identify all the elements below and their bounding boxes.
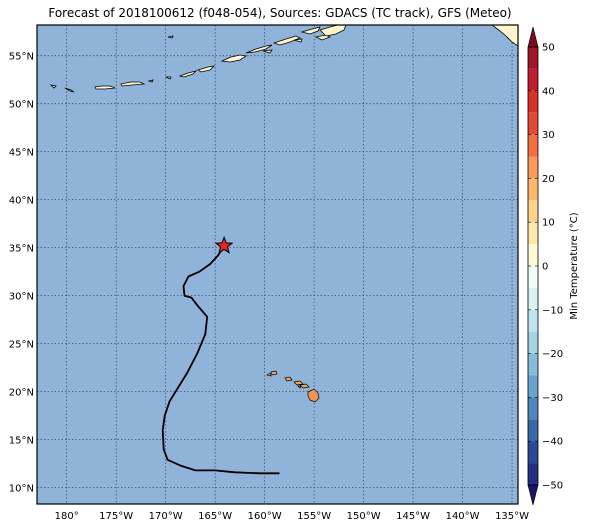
graticule [37,25,518,504]
colorbar-band [528,397,538,420]
lat-tick-label: 40°N [9,196,34,207]
colorbar-band [528,222,538,245]
lon-tick-label: 165°W [198,511,232,522]
lat-tick-label: 45°N [9,148,34,159]
cyclone-track [161,245,280,475]
lon-tick-label: 160°W [248,511,282,522]
lon-tick-label: 175°W [99,511,133,522]
hawaiian-islands [266,370,320,403]
colorbar-band [528,463,538,485]
lat-tick-label: 15°N [9,436,34,447]
colorbar-band [528,287,538,310]
colorbar-band [528,134,538,157]
colorbar-ticks: 50 40 30 20 10 0 −10 −20 −30 −40 −50 [528,43,563,492]
lon-tick-label: 155°W [297,511,331,522]
lat-tick-label: 30°N [9,292,34,303]
chart-title: Forecast of 2018100612 (f048-054), Sourc… [48,6,512,20]
colorbar-band [528,68,538,91]
colorbar-tick-label: −10 [542,305,563,316]
ocean-background [37,25,518,504]
landmasses [49,25,518,403]
aleutian-islands [49,25,347,93]
alaska-landmass [491,25,518,47]
colorbar: 50 40 30 20 10 0 −10 −20 −30 −40 −50 Min Temperatu… [527,26,580,506]
colorbar-extend-top [527,26,539,48]
colorbar-band [528,353,538,376]
lon-tick-label: 180° [55,511,79,522]
colorbar-tick-label: 40 [542,86,555,97]
colorbar-band [528,419,538,442]
colorbar-band [528,200,538,223]
colorbar-extend-bottom [527,484,539,506]
storm-position-star-icon[interactable] [214,235,234,254]
colorbar-band [528,266,538,288]
lat-tick-label: 25°N [9,340,34,351]
lon-tick-label: 135°W [495,511,529,522]
colorbar-band [528,47,538,69]
lon-tick-label: 150°W [347,511,381,522]
colorbar-band [528,112,538,135]
colorbar-band [528,90,538,113]
latitude-axis: 55°N 50°N 45°N 40°N 35°N 30°N 25°N 20°N 15°N 10°N [9,52,34,495]
colorbar-tick-label: −40 [542,437,563,448]
lat-tick-label: 50°N [9,100,34,111]
colorbar-tick-label: 30 [542,130,555,141]
colorbar-band [528,244,538,266]
lat-tick-label: 20°N [9,388,34,399]
lon-tick-label: 170°W [149,511,183,522]
longitude-axis: 180° 175°W 170°W 165°W 160°W 155°W 150°W 145°W 1… [55,511,530,522]
colorbar-band [528,156,538,179]
colorbar-tick-label: −50 [542,481,563,492]
colorbar-tick-label: 20 [542,174,555,185]
colorbar-tick-label: 50 [542,43,555,54]
map-frame [36,24,519,505]
colorbar-tick-label: 0 [542,262,548,273]
lon-tick-label: 140°W [446,511,480,522]
colorbar-label: Min Temperature (°C) [569,212,580,319]
lat-tick-label: 35°N [9,244,34,255]
colorbar-band [528,375,538,398]
lon-tick-label: 145°W [396,511,430,522]
colorbar-bands [528,47,538,485]
colorbar-band [528,441,538,464]
lat-tick-label: 10°N [9,484,34,495]
colorbar-band [528,331,538,354]
colorbar-band [528,309,538,332]
colorbar-band [528,178,538,201]
colorbar-tick-label: −30 [542,393,563,404]
lat-tick-label: 55°N [9,52,34,63]
colorbar-tick-label: 10 [542,218,555,229]
map-panel[interactable] [36,24,519,505]
colorbar-tick-label: −20 [542,349,563,360]
